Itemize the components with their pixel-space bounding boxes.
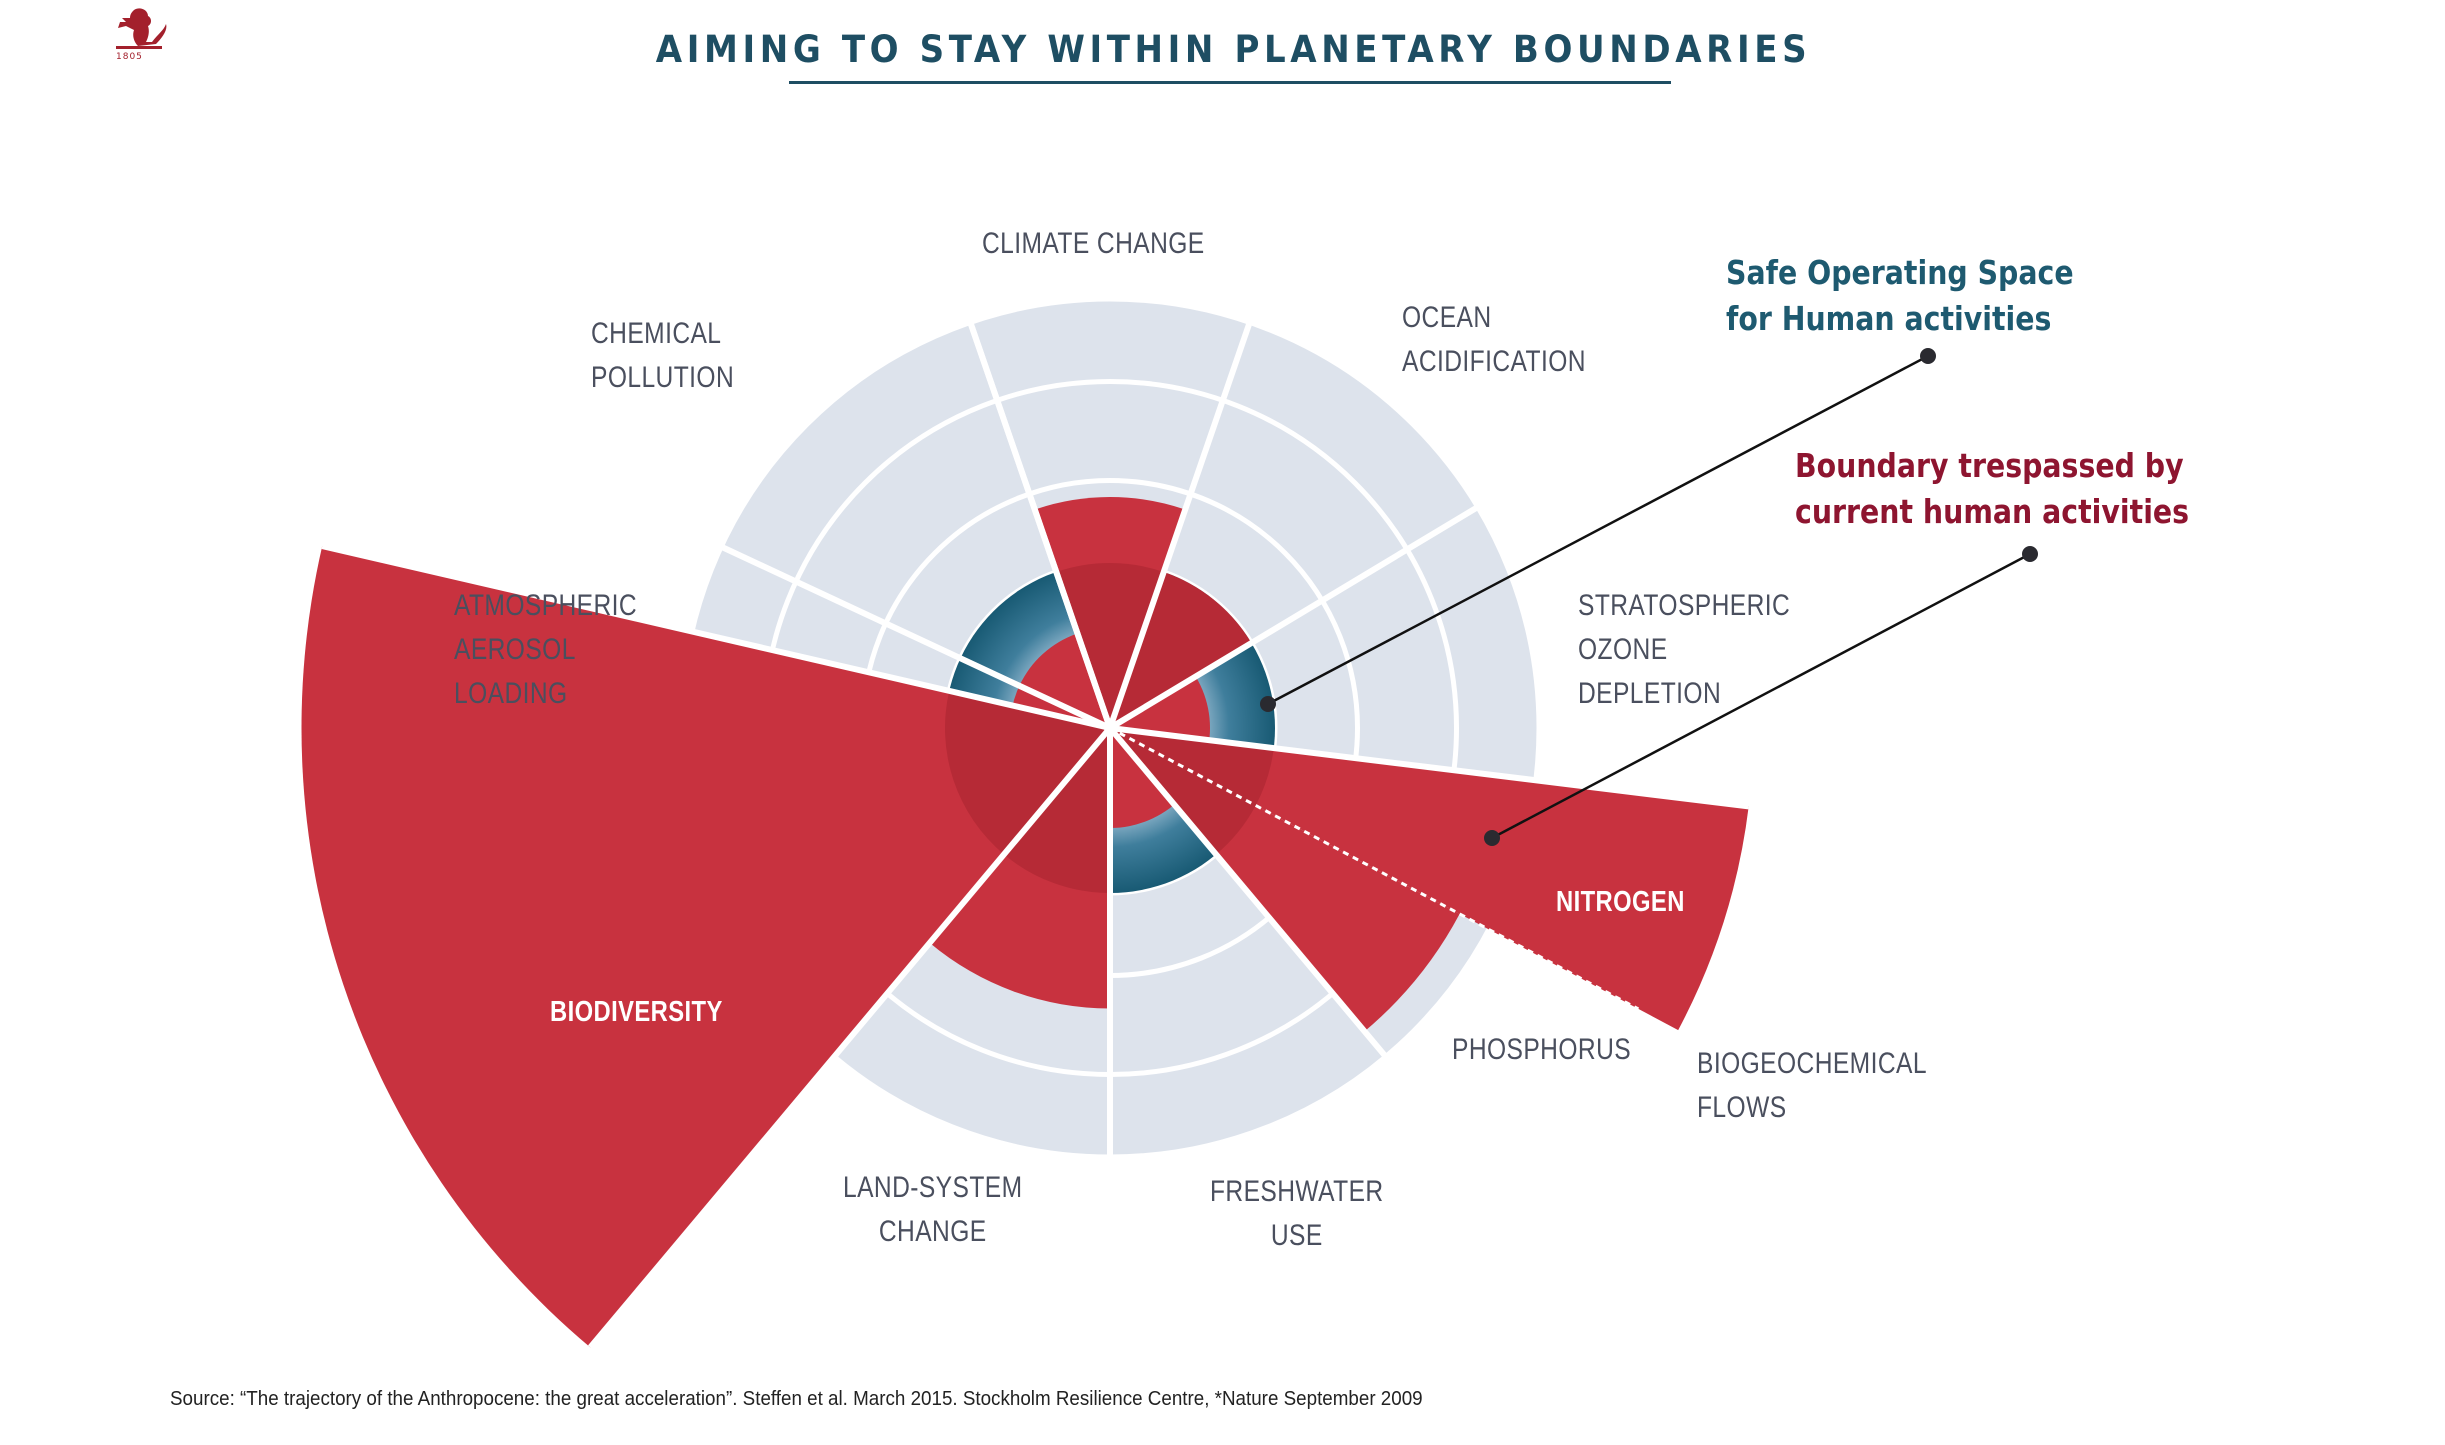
label-line: POLLUTION [591,361,735,394]
spoke-19 [1107,320,1253,729]
label-line: STRATOSPHERIC [1578,589,1791,622]
label-climate-change: CLIMATE CHANGE [982,227,1205,260]
label-biodiversity: BIODIVERSITY [550,996,723,1028]
label-line: LOADING [454,677,568,710]
spokes-layer [321,320,1750,1350]
bar-nitrogen-inner [1110,728,1274,806]
bar-biodiversity-inner [945,690,1110,855]
label-line: LAND-SYSTEM [843,1171,1023,1204]
trespassed-callout-dot-end [2022,546,2038,562]
spoke-220 [588,726,1113,1350]
boundary-bars-layer [301,496,1749,1348]
legend-line: for Human activities [1726,299,2052,338]
spoke-97 [1109,725,1750,810]
source-citation: Source: “The trajectory of the Anthropoc… [170,1388,1423,1410]
spoke-140 [1107,726,1389,1060]
title-underline [789,81,1671,84]
center-hub [1104,722,1116,734]
label-line: OCEAN [1402,301,1492,334]
spoke-dashed-118 [1109,726,1640,1011]
label-line: FLOWS [1697,1091,1787,1124]
spoke-341 [967,320,1113,729]
trespassed-callout-line [1491,552,2031,840]
callout-layer [1260,348,2038,846]
spoke-295 [719,543,1112,731]
legend-boundary-trespassed: Boundary trespassed by current human act… [1795,443,2189,535]
label-atmospheric-aerosol: ATMOSPHERIC AEROSOL LOADING [454,584,637,716]
spoke-283 [321,543,1111,731]
label-line: CHEMICAL [591,317,722,350]
bar-phosphorus-inner [1110,728,1256,855]
label-stratospheric-ozone: STRATOSPHERIC OZONE DEPLETION [1578,584,1790,716]
bar-biodiversity [301,546,1111,1348]
label-chemical-pollution: CHEMICAL POLLUTION [591,312,734,400]
bar-land-inner [1003,728,1110,893]
label-line: AEROSOL [454,633,576,666]
label-line: ACIDIFICATION [1402,345,1586,378]
label-land-system-change: LAND-SYSTEM CHANGE [843,1166,1022,1254]
label-line: OZONE [1578,633,1668,666]
label-line: USE [1270,1219,1323,1252]
spoke-59 [1108,503,1481,731]
label-phosphorus: PHOSPHORUS [1452,1033,1632,1066]
logo-year: 1805 [116,52,143,62]
legend-line: Safe Operating Space [1726,253,2074,292]
safe-callout-line [1267,354,1929,706]
legend-line: Boundary trespassed by [1795,446,2184,485]
label-line: CHANGE [878,1215,987,1248]
bar-climate-inner [1056,563,1164,728]
bar-ocean-inner [1110,571,1252,728]
label-line: DEPLETION [1578,677,1722,710]
label-line: BIOGEOCHEMICAL [1697,1047,1927,1080]
bar-nitrogen [1110,728,1749,1031]
label-ocean-acidification: OCEAN ACIDIFICATION [1402,296,1586,384]
label-line: ATMOSPHERIC [454,589,638,622]
safe-callout-dot-end [1920,348,1936,364]
label-nitrogen: NITROGEN [1556,886,1685,918]
legend-safe-operating-space: Safe Operating Space for Human activitie… [1726,250,2074,342]
page-title: AIMING TO STAY WITHIN PLANETARY BOUNDARI… [655,28,1812,71]
label-freshwater-use: FRESHWATER USE [1210,1170,1384,1258]
legend-line: current human activities [1795,492,2190,531]
label-line: FRESHWATER [1210,1175,1384,1208]
safe-callout-dot [1260,696,1276,712]
trespassed-callout-dot [1484,830,1500,846]
lion-rampant-icon [116,8,167,49]
label-biogeochemical-flows: BIOGEOCHEMICAL FLOWS [1697,1042,1927,1130]
